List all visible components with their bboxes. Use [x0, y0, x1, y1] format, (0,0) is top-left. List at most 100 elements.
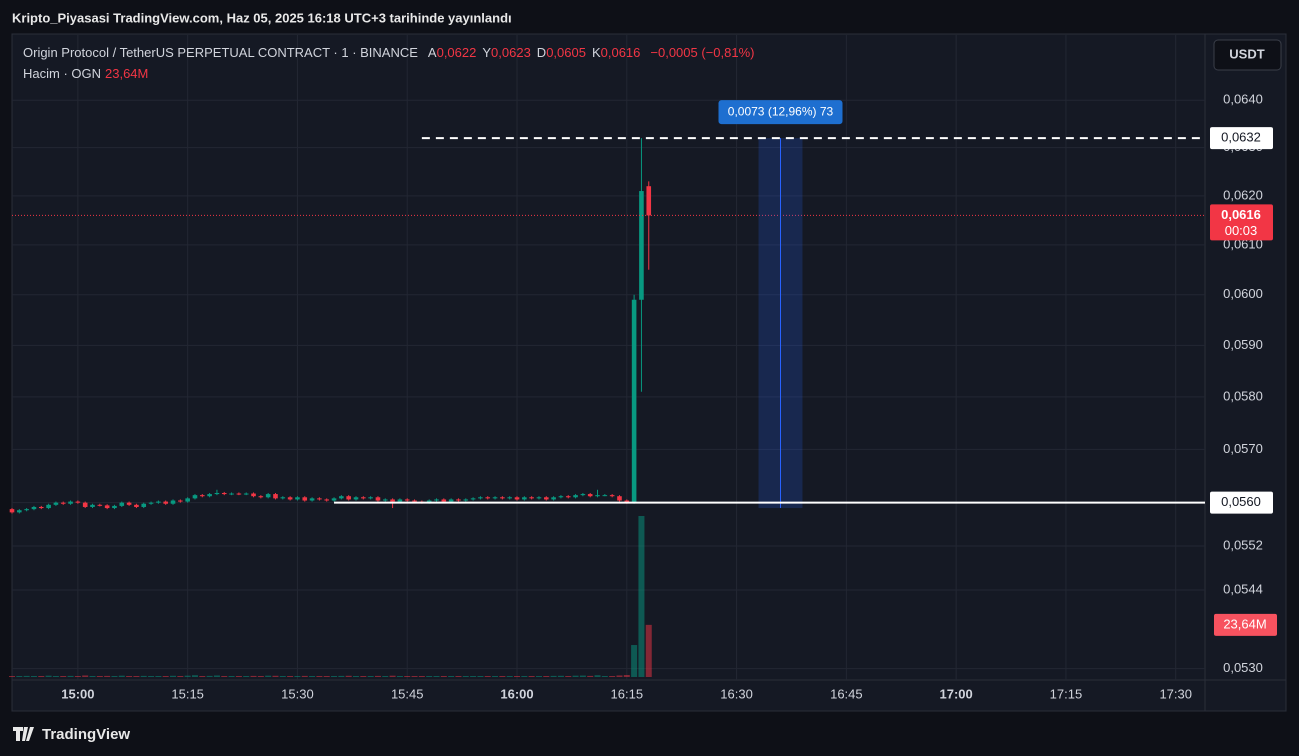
volume-bar [309, 676, 316, 677]
candle-body [617, 496, 622, 501]
volume-bar [462, 676, 469, 677]
candle-body [82, 502, 88, 507]
volume-bar [257, 676, 264, 677]
candle-body [60, 502, 66, 504]
y-tick-label: 0,0530 [1223, 660, 1263, 675]
candle-body [551, 497, 556, 500]
candle-body [558, 496, 564, 498]
candle-body [273, 494, 278, 499]
volume-bar [433, 676, 440, 677]
volume-title: Hacim · OGN [23, 66, 101, 81]
candle-body [236, 493, 242, 495]
y-tick-label: 0,0580 [1223, 388, 1263, 403]
candle-body [368, 497, 373, 499]
x-tick-label: 15:45 [391, 686, 424, 701]
volume-bar [631, 645, 638, 677]
candle-body [251, 493, 256, 497]
x-tick-label: 15:30 [281, 686, 314, 701]
candle-body [595, 495, 600, 497]
logo-shape [13, 727, 34, 741]
volume-bar [9, 676, 15, 677]
y-tick-label: 0,0600 [1223, 286, 1263, 301]
volume-bar [140, 675, 147, 677]
x-tick-label: 16:30 [720, 686, 753, 701]
volume-bar [191, 675, 198, 677]
ohlc-item: Y0,0623 [482, 45, 530, 60]
volume-bar [418, 676, 425, 677]
candle-body [90, 504, 95, 507]
volume-bar [133, 676, 140, 677]
candle-body [587, 494, 593, 497]
x-tick-label: 16:45 [830, 686, 863, 701]
candle-body [492, 497, 498, 499]
candle-body [624, 500, 630, 503]
ohlc-value: 0,0622 [436, 45, 477, 60]
candle-body [185, 498, 190, 502]
volume-bar [440, 676, 447, 677]
volume-bar [587, 675, 594, 677]
volume-bar [535, 676, 542, 677]
volume-bar [572, 675, 579, 677]
x-tick-label: 16:00 [500, 686, 533, 701]
volume-bar [228, 676, 235, 677]
candle-body [331, 498, 337, 501]
candle-body [500, 497, 505, 499]
candle-body [24, 509, 29, 511]
ohlc-letter: D [536, 45, 547, 60]
candle-body [9, 509, 15, 513]
candle-body [112, 505, 117, 509]
volume-bar [499, 676, 506, 677]
ohlc-value: 0,0605 [546, 45, 586, 60]
candle-body [265, 494, 271, 498]
currency-button[interactable] [1213, 39, 1282, 71]
volume-axis-label: 23,64M [1223, 616, 1266, 631]
x-tick-label: 16:15 [611, 686, 644, 701]
candle-body [243, 493, 249, 495]
candle-body [404, 499, 410, 501]
volume-bar [396, 676, 403, 677]
volume-bar [550, 675, 557, 677]
ohlc-letter: Y [482, 45, 492, 60]
candle-body [361, 497, 366, 499]
candle-body [199, 495, 205, 497]
measure-label-box [718, 100, 843, 125]
volume-bar [645, 624, 652, 677]
candle-body [309, 498, 315, 501]
volume-bar [272, 675, 279, 677]
candle-body [397, 499, 403, 502]
x-tick-label: 17:00 [940, 686, 973, 701]
volume-bar [162, 676, 169, 677]
volume-bar [206, 675, 213, 677]
volume-bar [382, 676, 389, 677]
candle-body [141, 503, 147, 507]
volume-bar [455, 676, 462, 677]
candle-body [178, 500, 183, 502]
measure-label: 0,0073 (12,96%) 73 [728, 104, 834, 118]
overlay: 0,0073 (12,96%) 73 0,0632 0,0560 0,061600:0… [12, 100, 1277, 636]
candle-body [426, 500, 432, 503]
candle-body [353, 497, 359, 500]
candle-body [192, 495, 198, 499]
currency-label[interactable]: USDT [1229, 46, 1264, 61]
candle-body [68, 501, 73, 504]
legend-row: Origin Protocol / TetherUS PERPETUAL CON… [23, 45, 754, 60]
volume-bar [477, 676, 484, 677]
volume-bar [484, 676, 491, 677]
volume-bar [155, 676, 162, 677]
volume-bar [177, 676, 184, 677]
candle-body [609, 495, 615, 497]
ohlc-letter: K [591, 45, 601, 60]
candle-body [302, 497, 308, 501]
candle-body [602, 495, 608, 497]
x-tick-label: 15:00 [61, 686, 94, 701]
candle-body [258, 496, 264, 498]
change: −0,0005 (−0,81%) [650, 45, 755, 60]
candle-body [412, 500, 417, 502]
volume-bar [243, 676, 250, 677]
y-tick-label: 0,0640 [1223, 92, 1263, 107]
volume-bar [148, 676, 155, 677]
candle-body [434, 499, 439, 501]
candle-body [126, 502, 132, 505]
candle-body [522, 497, 527, 500]
